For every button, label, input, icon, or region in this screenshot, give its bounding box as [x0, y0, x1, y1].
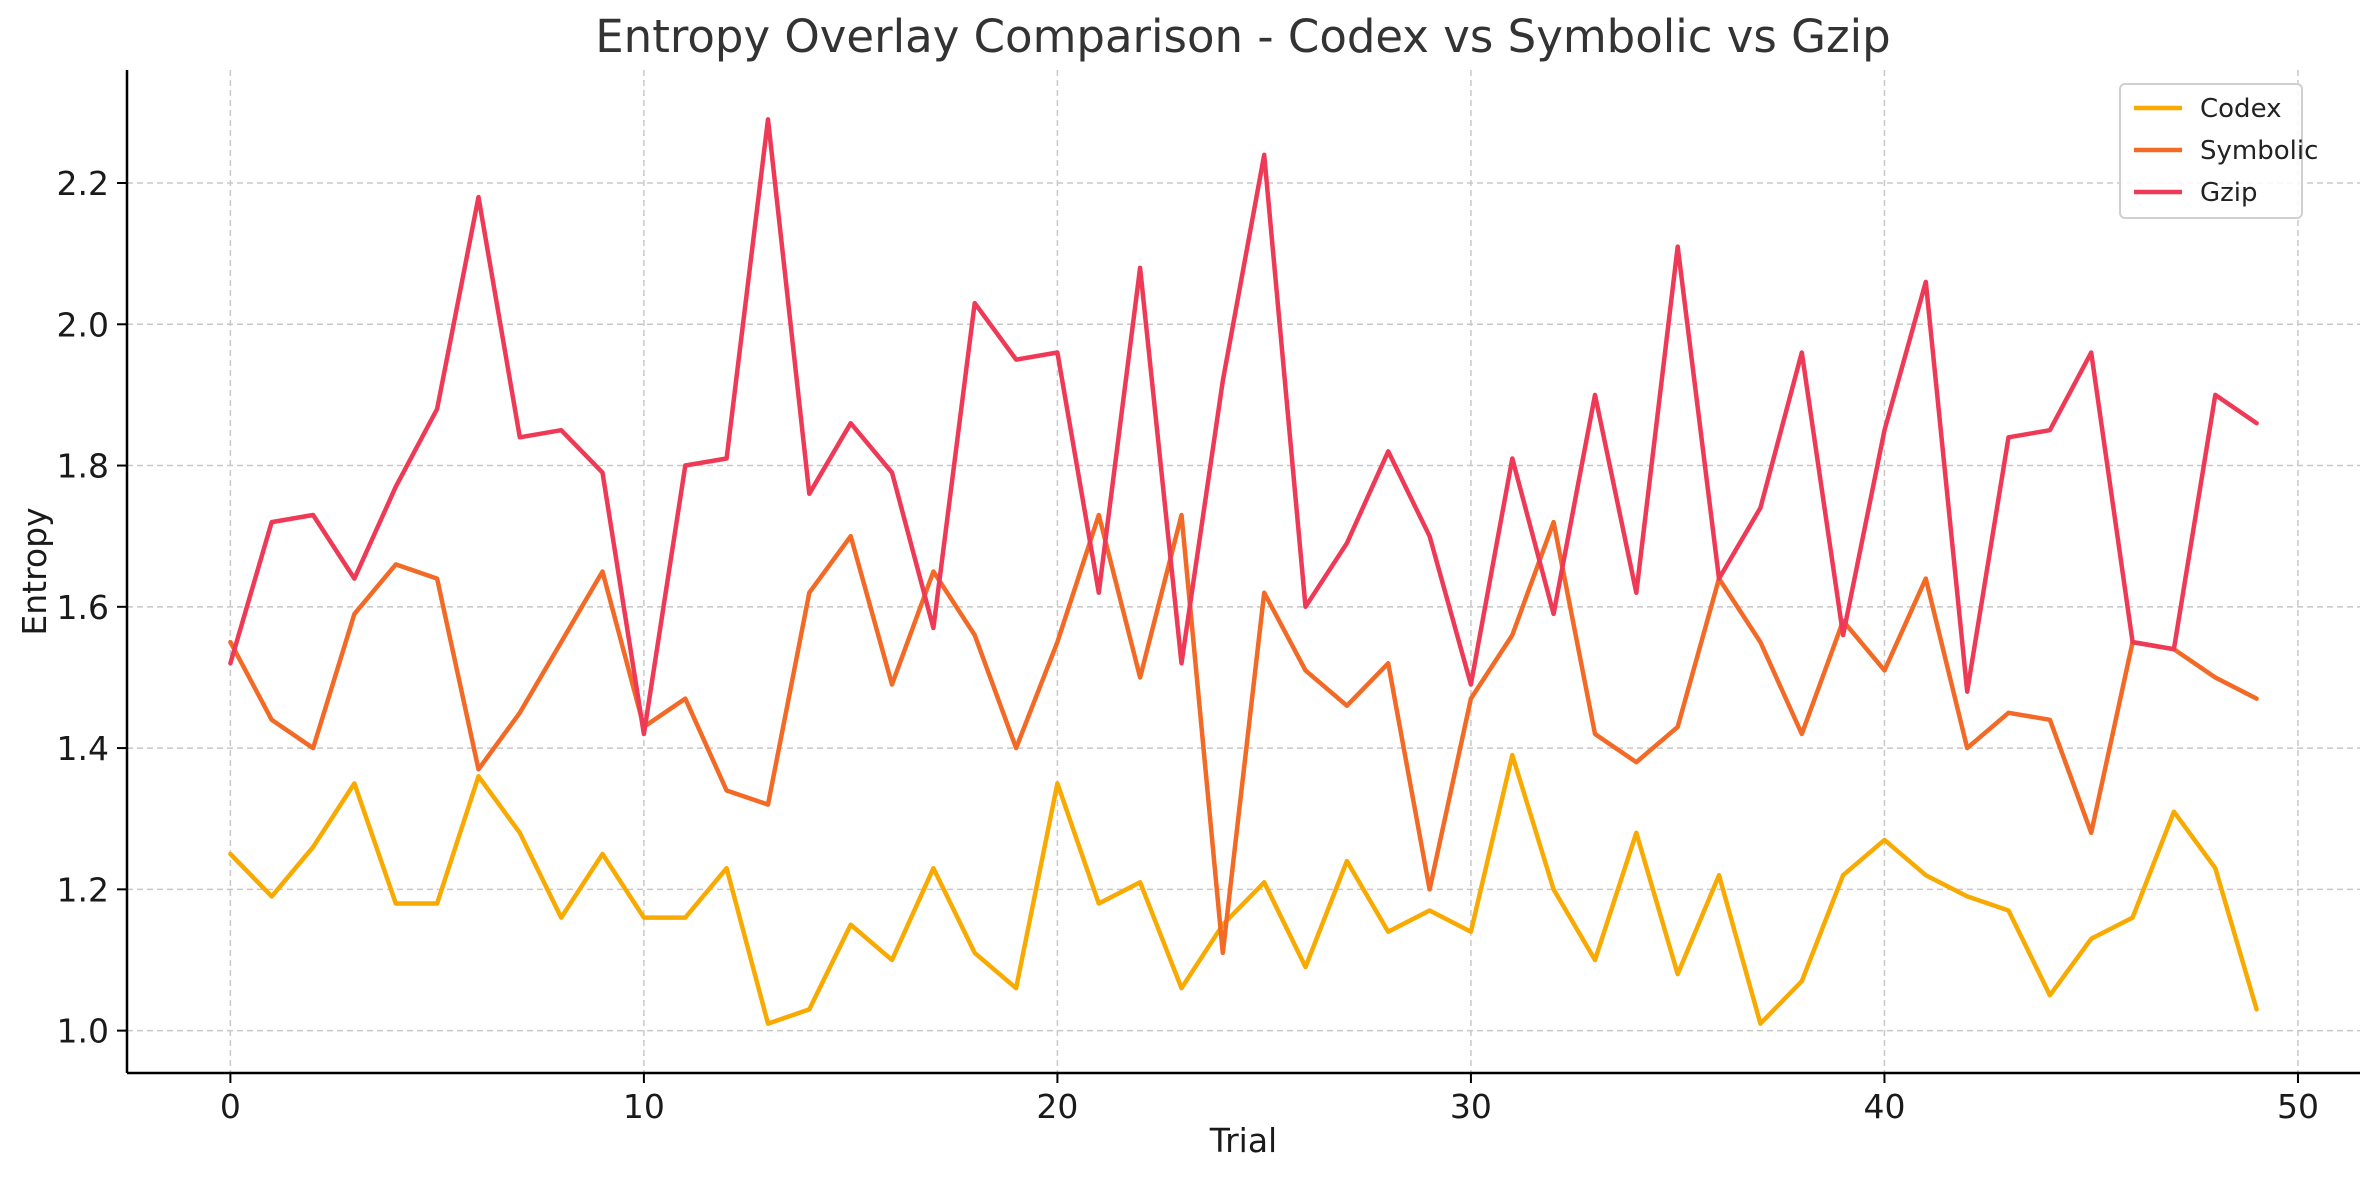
y-tick-label: 1.0	[57, 1012, 109, 1051]
x-tick-label: 0	[220, 1087, 241, 1126]
series-line-symbolic	[228, 512, 2259, 956]
chart-title: Entropy Overlay Comparison - Codex vs Sy…	[595, 10, 1891, 63]
y-tick-label: 1.2	[57, 870, 109, 909]
y-tick-label: 2.0	[57, 305, 109, 344]
axes	[125, 70, 2360, 1075]
series-line-gzip	[228, 117, 2259, 737]
legend-label-symbolic: Symbolic	[2200, 136, 2318, 166]
legend-label-gzip: Gzip	[2200, 178, 2258, 208]
legend-label-codex: Codex	[2200, 94, 2282, 124]
x-tick-label: 10	[623, 1087, 665, 1126]
legend: Codex Symbolic Gzip	[2119, 83, 2318, 219]
x-tick-label: 40	[1863, 1087, 1905, 1126]
x-ticks: 0 10 20 30 40 50	[220, 1073, 2319, 1126]
legend-box	[2119, 83, 2303, 219]
x-tick-label: 30	[1450, 1087, 1492, 1126]
x-axis-label: Trial	[1209, 1121, 1277, 1160]
series-lines	[228, 117, 2259, 1026]
x-tick-label: 50	[2277, 1087, 2319, 1126]
y-axis-label: Entropy	[15, 507, 54, 635]
series-line-codex	[228, 752, 2259, 1026]
grid-lines	[127, 70, 2360, 1073]
x-tick-label: 20	[1036, 1087, 1078, 1126]
y-tick-label: 1.4	[57, 729, 109, 768]
y-tick-label: 1.8	[57, 447, 109, 486]
y-tick-label: 1.6	[57, 588, 109, 627]
y-tick-label: 2.2	[57, 164, 109, 203]
y-ticks: 1.0 1.2 1.4 1.6 1.8 2.0 2.2	[57, 164, 127, 1051]
